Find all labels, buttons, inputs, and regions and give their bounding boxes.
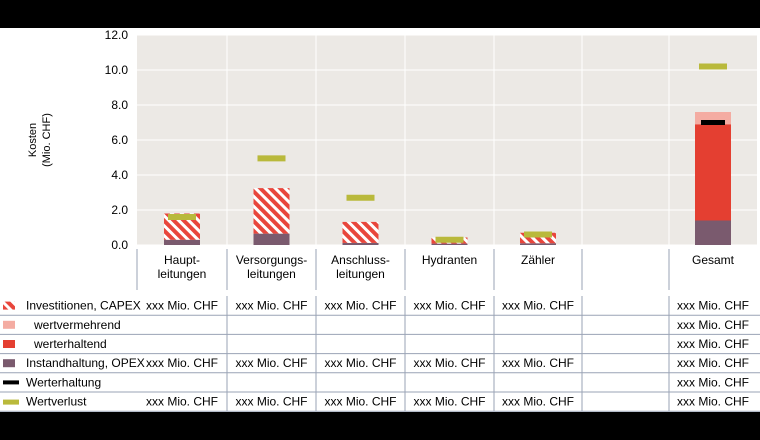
legend-swatch-werterhaltung	[3, 380, 19, 385]
y-tick-label: 0.0	[111, 238, 128, 252]
y-axis: 0.0 2.0 4.0 6.0 8.0 10.0 12.0	[105, 28, 129, 252]
category-label: leitungen	[336, 267, 385, 281]
table-cell: xxx Mio. CHF	[325, 395, 397, 409]
y-axis-unit: (Mio. CHF)	[41, 113, 53, 167]
marker-wertverlust	[257, 155, 286, 162]
category-label: Hydranten	[422, 253, 477, 267]
grid	[137, 34, 757, 246]
legend-swatch-werterhaltend	[3, 340, 15, 348]
table-cell: xxx Mio. CHF	[502, 395, 574, 409]
table-cell: xxx Mio. CHF	[677, 337, 749, 351]
table-cell: xxx Mio. CHF	[146, 299, 218, 313]
table-cell: xxx Mio. CHF	[236, 356, 308, 370]
bar-opex	[342, 242, 379, 245]
table-cell: xxx Mio. CHF	[146, 356, 218, 370]
table-cell: xxx Mio. CHF	[325, 356, 397, 370]
bar-opex	[431, 243, 468, 245]
category-label: Versorgungs-	[236, 253, 307, 267]
table-cell: xxx Mio. CHF	[414, 356, 486, 370]
table-cell: xxx Mio. CHF	[677, 395, 749, 409]
category-label: Zähler	[521, 253, 555, 267]
y-tick-label: 2.0	[111, 203, 128, 217]
table-cell: xxx Mio. CHF	[146, 395, 218, 409]
marker-wertverlust	[435, 236, 464, 243]
data-table: Haupt-leitungenVersorgungs-leitungenAnsc…	[0, 249, 760, 412]
category-label: leitungen	[158, 267, 207, 281]
table-cell: xxx Mio. CHF	[677, 318, 749, 332]
bar-opex	[695, 220, 731, 245]
legend-label: wertvermehrend	[33, 318, 121, 332]
category-label: leitungen	[247, 267, 296, 281]
marker-wertverlust	[524, 231, 552, 238]
table-cell: xxx Mio. CHF	[677, 299, 749, 313]
y-tick-label: 4.0	[111, 168, 128, 182]
table-cell: xxx Mio. CHF	[414, 395, 486, 409]
marker-werterhaltung	[701, 120, 725, 125]
table-cell: xxx Mio. CHF	[677, 375, 749, 389]
marker-wertverlust	[168, 214, 196, 220]
y-axis-label: Kosten	[27, 123, 39, 157]
y-tick-label: 8.0	[111, 98, 128, 112]
bar-capex	[253, 188, 290, 234]
category-label: Haupt-	[164, 253, 200, 267]
legend-swatch-wertvermehrend	[3, 320, 15, 329]
bar-capex	[342, 221, 379, 243]
y-tick-label: 10.0	[105, 63, 129, 77]
y-tick-label: 6.0	[111, 133, 128, 147]
bar-werterhaltend	[695, 124, 731, 221]
legend-label: Instandhaltung, OPEX	[26, 356, 145, 370]
marker-wertverlust	[346, 194, 375, 201]
y-tick-label: 12.0	[105, 28, 129, 42]
marker-wertverlust	[699, 63, 727, 70]
legend-label: Wertverlust	[26, 395, 87, 409]
legend-swatch-capex	[3, 301, 15, 310]
bar-opex	[253, 233, 290, 245]
bar-opex	[520, 243, 556, 245]
legend-label: werterhaltend	[33, 337, 107, 351]
bars	[164, 63, 731, 245]
legend-label: Investitionen, CAPEX	[26, 299, 141, 313]
table-cell: xxx Mio. CHF	[414, 299, 486, 313]
table-cell: xxx Mio. CHF	[236, 299, 308, 313]
table-cell: xxx Mio. CHF	[236, 395, 308, 409]
table-cell: xxx Mio. CHF	[502, 356, 574, 370]
bar-capex	[520, 232, 556, 244]
legend-swatch-opex	[3, 359, 15, 368]
legend-swatch-wertverlust	[3, 399, 19, 405]
table-cell: xxx Mio. CHF	[502, 299, 574, 313]
category-label: Anschluss-	[331, 253, 390, 267]
legend-label: Werterhaltung	[26, 375, 101, 389]
table-cell: xxx Mio. CHF	[325, 299, 397, 313]
category-label: Gesamt	[692, 253, 735, 267]
bar-opex	[164, 239, 200, 245]
table-cell: xxx Mio. CHF	[677, 356, 749, 370]
